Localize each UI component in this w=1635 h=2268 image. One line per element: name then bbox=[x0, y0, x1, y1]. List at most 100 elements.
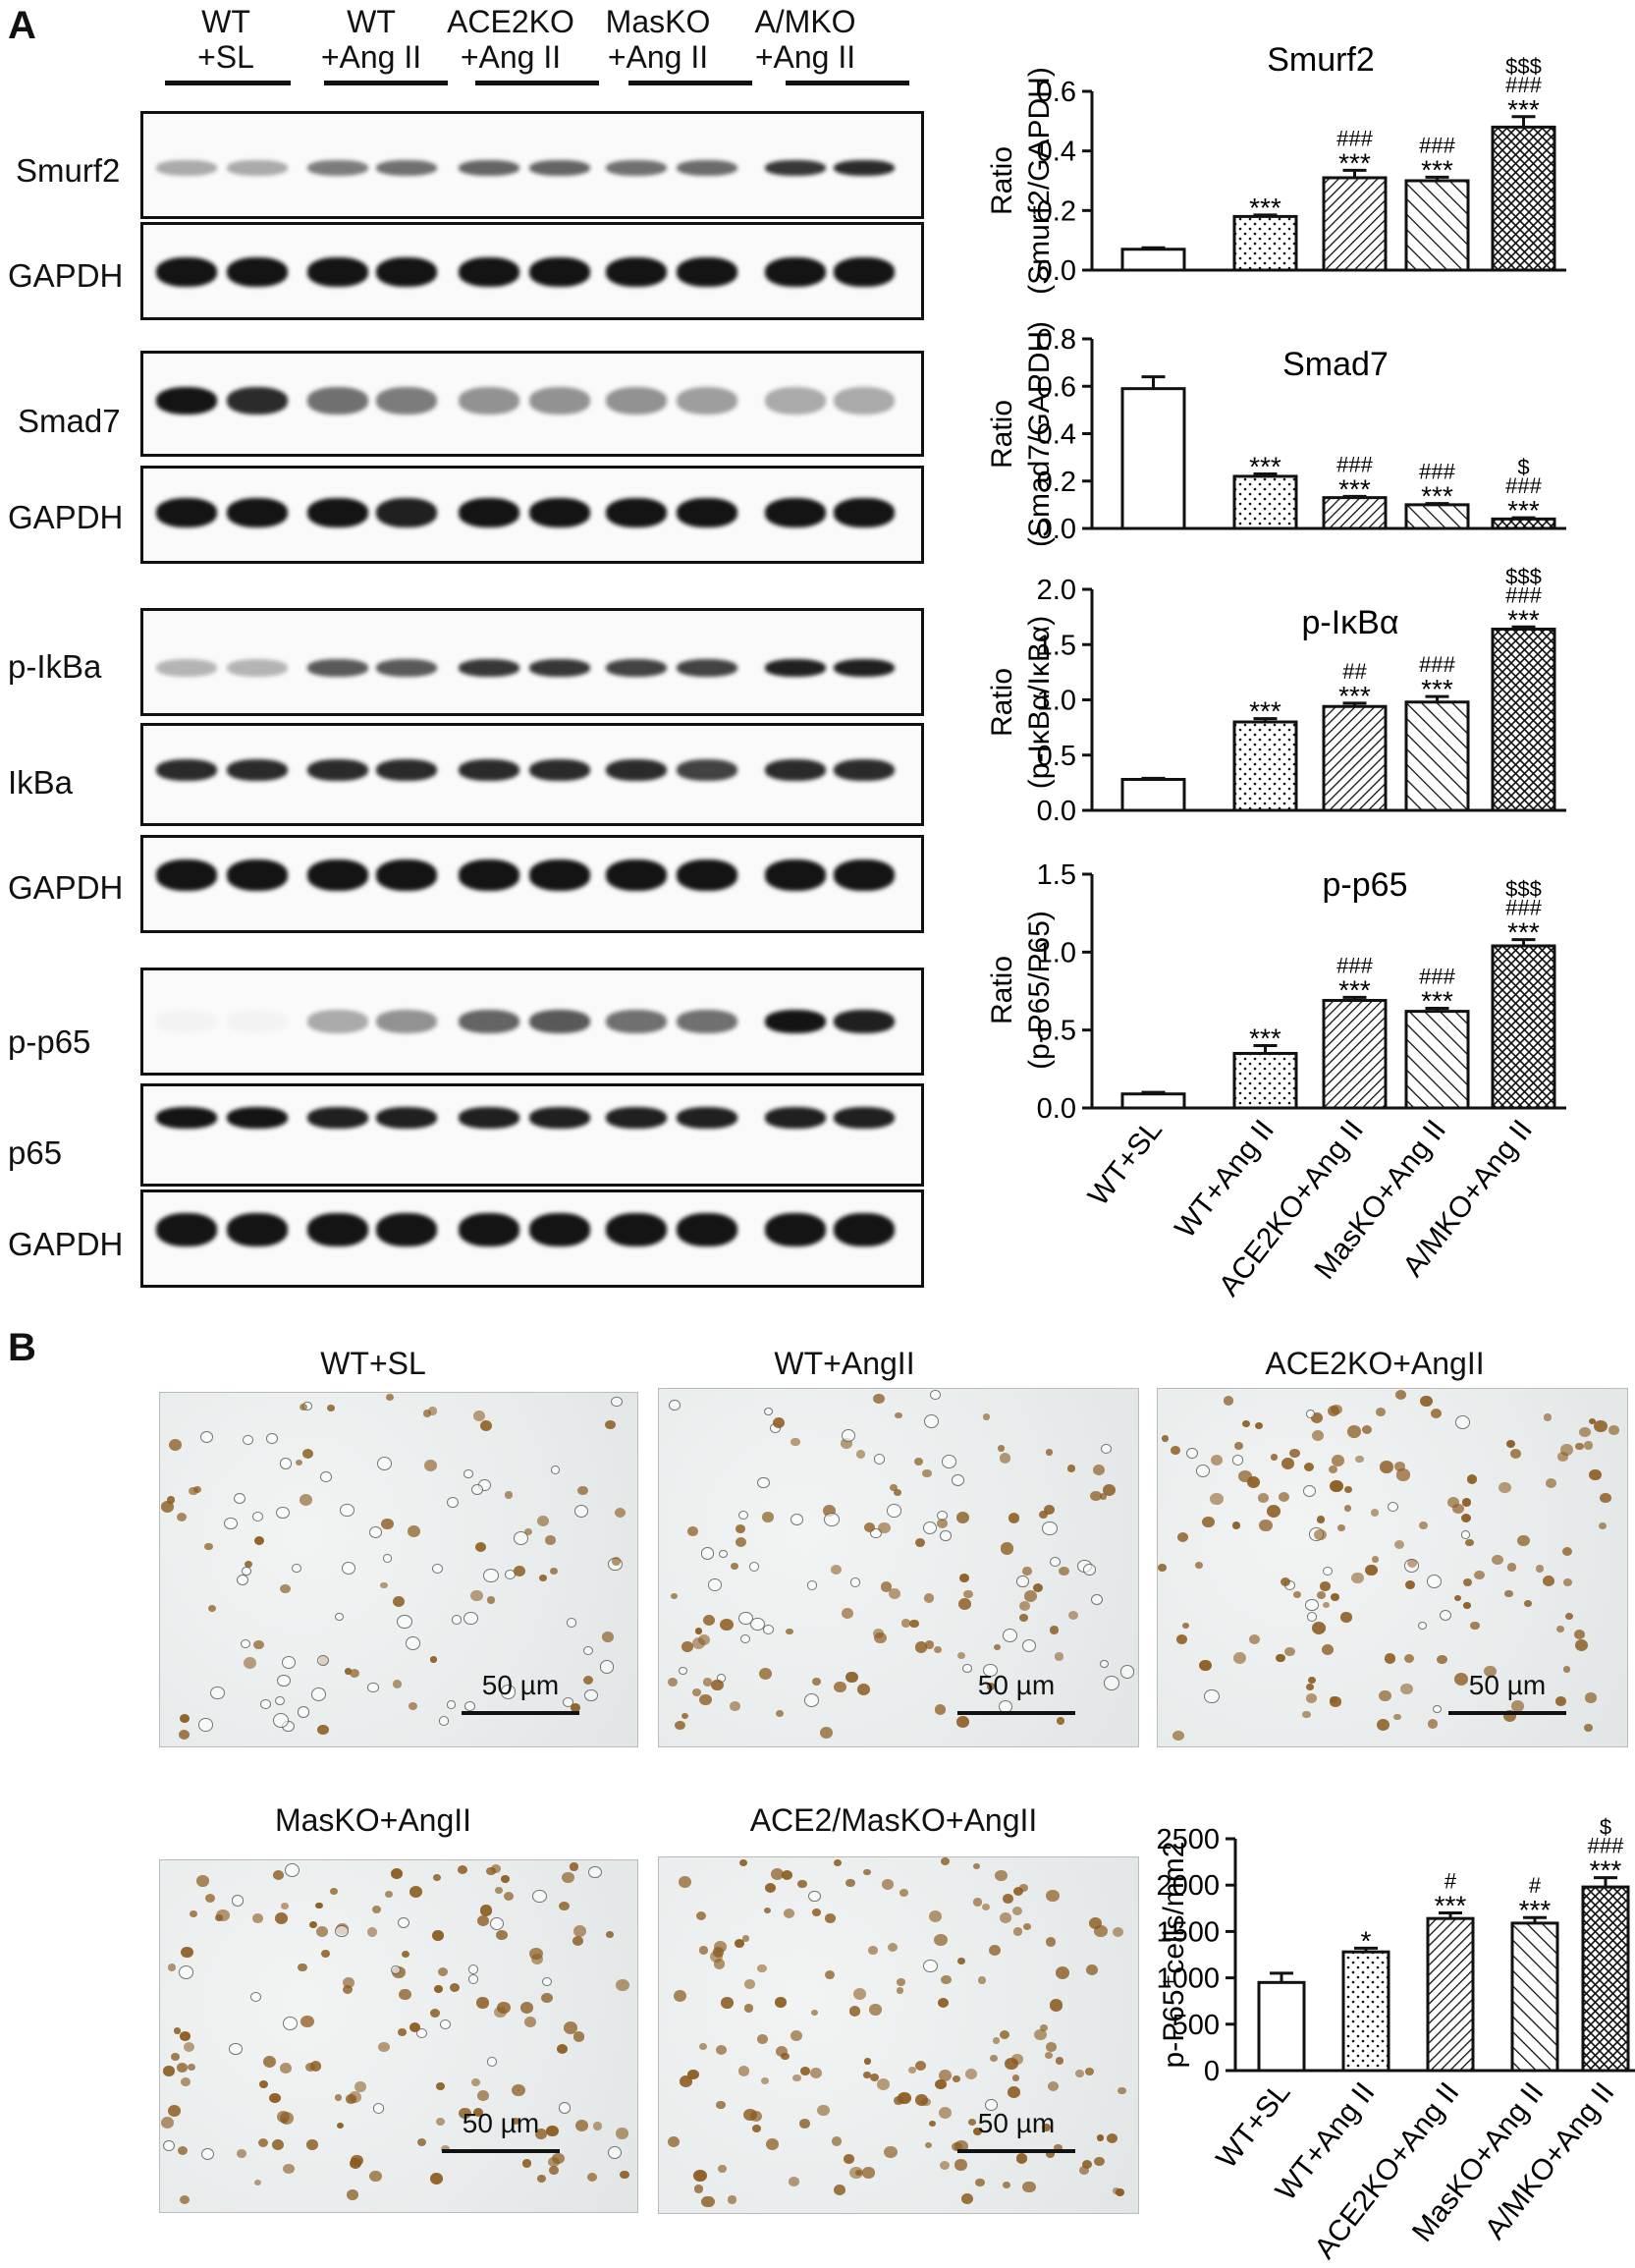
cell-nucleus bbox=[1474, 1570, 1486, 1580]
cell-nucleus bbox=[620, 2170, 629, 2180]
blot-strip bbox=[140, 723, 924, 826]
cell-nucleus bbox=[178, 1730, 191, 1741]
cell-nucleus bbox=[693, 2169, 707, 2183]
cell-nucleus bbox=[474, 1542, 486, 1553]
cell-nucleus bbox=[496, 1929, 508, 1940]
cell-nucleus bbox=[895, 1411, 902, 1419]
cell-nucleus bbox=[341, 1561, 355, 1575]
blot-row-label: p-p65 bbox=[8, 1023, 91, 1060]
cell-nucleus bbox=[1162, 1435, 1170, 1442]
y-tick-label: 0.2 bbox=[1037, 195, 1076, 227]
cell-nucleus bbox=[740, 1633, 751, 1644]
cell-nucleus bbox=[736, 1524, 746, 1534]
blot-band bbox=[606, 257, 667, 287]
cell-nucleus bbox=[368, 1525, 383, 1539]
cell-nucleus bbox=[304, 2063, 315, 2073]
cell-nucleus bbox=[1019, 1883, 1029, 1892]
blot-band bbox=[834, 1213, 895, 1246]
micrograph-title: ACE2/MasKO+AngII bbox=[749, 1802, 1038, 1838]
cell-nucleus bbox=[1302, 1710, 1311, 1719]
bar bbox=[1322, 496, 1388, 530]
cell-nucleus bbox=[532, 1889, 548, 1904]
cell-nucleus bbox=[1543, 1575, 1554, 1586]
cell-nucleus bbox=[268, 2092, 281, 2104]
cell-nucleus bbox=[297, 1706, 310, 1718]
significance-mark: *** bbox=[1249, 193, 1281, 223]
cell-nucleus bbox=[699, 1693, 712, 1706]
cell-nucleus bbox=[1112, 2187, 1120, 2194]
cell-nucleus bbox=[552, 2153, 565, 2165]
cell-nucleus bbox=[876, 2078, 891, 2091]
cell-nucleus bbox=[458, 1864, 468, 1874]
cell-nucleus bbox=[582, 1645, 593, 1655]
cell-nucleus bbox=[244, 1560, 252, 1568]
cell-nucleus bbox=[190, 1910, 197, 1918]
cell-nucleus bbox=[699, 1946, 709, 1955]
cell-nucleus bbox=[463, 1700, 475, 1711]
cell-nucleus bbox=[881, 1879, 894, 1891]
cell-nucleus bbox=[668, 1678, 679, 1687]
cell-nucleus bbox=[1013, 1927, 1023, 1936]
cell-nucleus bbox=[279, 2062, 293, 2074]
cell-nucleus bbox=[1056, 2057, 1064, 2065]
cell-nucleus bbox=[1403, 1653, 1415, 1664]
bar bbox=[1491, 628, 1556, 812]
cell-nucleus bbox=[1310, 1412, 1323, 1423]
blot-band bbox=[677, 1010, 737, 1033]
cell-nucleus bbox=[500, 1685, 517, 1699]
blot-strip bbox=[140, 466, 924, 564]
cell-nucleus bbox=[342, 1977, 354, 1988]
cell-nucleus bbox=[440, 2019, 452, 2030]
blot-band bbox=[459, 659, 519, 677]
cell-nucleus bbox=[862, 2167, 875, 2179]
cell-nucleus bbox=[1056, 1966, 1069, 1979]
cell-nucleus bbox=[715, 2044, 727, 2055]
cell-nucleus bbox=[258, 2080, 268, 2089]
cell-nucleus bbox=[432, 1563, 444, 1574]
cell-nucleus bbox=[505, 1491, 514, 1499]
cell-nucleus bbox=[1426, 1575, 1442, 1588]
cell-nucleus bbox=[587, 2172, 598, 2182]
cell-nucleus bbox=[845, 1878, 856, 1888]
cell-nucleus bbox=[1329, 1696, 1337, 1704]
cell-nucleus bbox=[1544, 1413, 1553, 1421]
cell-nucleus bbox=[693, 2185, 703, 2193]
cell-nucleus bbox=[493, 2006, 507, 2019]
cell-nucleus bbox=[416, 2137, 426, 2146]
cell-nucleus bbox=[1371, 1556, 1380, 1564]
y-tick-label: 0.0 bbox=[1037, 796, 1076, 827]
cell-nucleus bbox=[207, 1604, 216, 1612]
cell-nucleus bbox=[914, 1457, 924, 1466]
cell-nucleus bbox=[1573, 1629, 1586, 1639]
blot-band bbox=[156, 257, 217, 287]
cell-nucleus bbox=[1585, 1692, 1597, 1703]
significance-mark: ### bbox=[1336, 452, 1373, 476]
cell-nucleus bbox=[587, 1865, 602, 1879]
cell-nucleus bbox=[940, 1974, 952, 1985]
cell-nucleus bbox=[1575, 1638, 1589, 1651]
cell-nucleus bbox=[430, 1656, 438, 1663]
bar-chart: 0.0 0.2 0.4 0.6 Smurf2 Ratio (Smurf2/GAPDH) ***… bbox=[986, 41, 1566, 295]
cell-nucleus bbox=[210, 1687, 225, 1700]
y-axis-label: Ratio bbox=[986, 146, 1018, 215]
cell-nucleus bbox=[1313, 1528, 1327, 1541]
lane-group-line1: ACE2KO bbox=[447, 4, 574, 39]
cell-nucleus bbox=[1484, 1666, 1497, 1678]
cell-nucleus bbox=[799, 2119, 810, 2130]
cell-nucleus bbox=[475, 1997, 489, 2009]
cell-nucleus bbox=[1393, 1539, 1405, 1550]
cell-nucleus bbox=[695, 1911, 706, 1921]
significance-mark: $ bbox=[1600, 1815, 1611, 1840]
cell-nucleus bbox=[1043, 1504, 1056, 1515]
blot-band bbox=[156, 759, 217, 781]
significance-mark: ### bbox=[1336, 953, 1373, 977]
cell-nucleus bbox=[574, 1505, 589, 1519]
cell-nucleus bbox=[321, 1949, 331, 1958]
cell-nucleus bbox=[1379, 1689, 1392, 1701]
cell-nucleus bbox=[994, 1643, 1002, 1651]
cell-nucleus bbox=[1058, 1566, 1069, 1577]
cell-nucleus bbox=[703, 1678, 713, 1687]
cell-nucleus bbox=[1039, 1511, 1049, 1520]
cell-nucleus bbox=[1322, 1566, 1334, 1577]
cell-nucleus bbox=[935, 2078, 948, 2090]
